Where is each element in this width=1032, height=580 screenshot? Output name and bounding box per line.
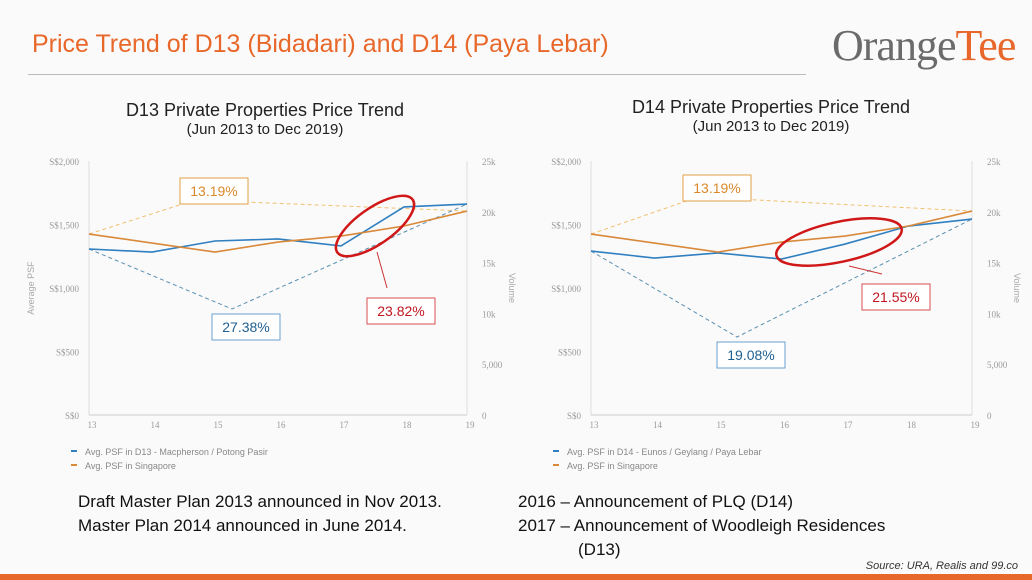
y2-tick-label: 10k (987, 309, 1001, 319)
y-tick-label: S$500 (56, 348, 80, 358)
y2-tick-label: 0 (482, 411, 487, 421)
y-tick-label: S$2,000 (49, 157, 79, 167)
note: (D13) (578, 540, 621, 559)
y-axis-label: Average PSF (26, 261, 36, 315)
legend-label: Avg. PSF in D13 - Macpherson / Potong Pa… (85, 447, 268, 457)
y2-tick-label: 10k (482, 309, 496, 319)
legend-label: Avg. PSF in Singapore (85, 461, 176, 471)
sg-annotation-label: 13.19% (190, 183, 237, 199)
sg-annotation-box (179, 177, 249, 205)
note: Draft Master Plan 2013 announced in Nov … (78, 492, 442, 511)
x-tick-label: 17 (844, 420, 854, 430)
highlight-ellipse (775, 217, 903, 267)
y-tick-label: S$1,500 (551, 221, 581, 231)
chart-title: D13 Private Properties Price Trend (125, 100, 405, 120)
y2-tick-label: 20k (482, 208, 496, 218)
y2-tick-label: 5,000 (987, 360, 1008, 370)
district-annotation-box (716, 341, 786, 369)
x-tick-label: 19 (971, 420, 981, 430)
highlight-annotation-label: 21.55% (872, 289, 919, 305)
y-tick-label: S$2,000 (551, 157, 581, 167)
district-guide-line (590, 218, 973, 338)
x-tick-label: 16 (780, 420, 790, 430)
y-tick-label: S$0 (567, 411, 582, 421)
x-tick-label: 14 (151, 420, 161, 430)
district-annotation-label: 27.38% (222, 319, 269, 335)
y2-tick-label: 15k (987, 259, 1001, 269)
x-tick-label: 19 (466, 420, 476, 430)
chart-title: D14 Private Properties Price Trend (631, 97, 911, 117)
orangetee-logo: OrangeTee (832, 21, 1016, 70)
district-annotation-box (211, 313, 281, 341)
sg-annotation-label: 13.19% (693, 180, 740, 196)
highlight-annotation-box (861, 283, 931, 311)
slide-title: Price Trend of D13 (Bidadari) and D14 (P… (32, 30, 609, 58)
sg-guide-line (88, 199, 468, 235)
footer-bar (0, 574, 1032, 580)
chart-subtitle: (Jun 2013 to Dec 2019) (692, 118, 850, 135)
y2-tick-label: 15k (482, 259, 496, 269)
y2-tick-label: 20k (987, 208, 1001, 218)
title-divider (28, 74, 806, 75)
note: Master Plan 2014 announced in June 2014. (78, 516, 407, 535)
y-tick-label: S$0 (65, 411, 80, 421)
y2-tick-label: 25k (987, 157, 1001, 167)
district-annotation-label: 19.08% (727, 347, 774, 363)
x-tick-label: 17 (340, 420, 350, 430)
y2-tick-label: 0 (987, 411, 992, 421)
highlight-arrow (848, 265, 883, 275)
left-notes: Draft Master Plan 2013 announced in Nov … (78, 490, 442, 538)
highlight-ellipse (334, 194, 416, 258)
legend-label: Avg. PSF in Singapore (567, 461, 658, 471)
y2-axis-label: Volume (1012, 273, 1022, 303)
x-tick-label: 13 (590, 420, 600, 430)
x-tick-label: 18 (403, 420, 413, 430)
highlight-arrow (376, 251, 388, 289)
district-psf-line (88, 203, 468, 253)
x-tick-label: 14 (653, 420, 663, 430)
x-tick-label: 13 (88, 420, 98, 430)
y-tick-label: S$500 (558, 348, 582, 358)
y2-axis-label: Volume (507, 273, 517, 303)
highlight-annotation-label: 23.82% (377, 303, 424, 319)
y-tick-label: S$1,000 (49, 284, 79, 294)
singapore-psf-line (590, 210, 973, 253)
sg-guide-line (590, 196, 973, 235)
district-guide-line (88, 203, 468, 310)
y-tick-label: S$1,500 (49, 221, 79, 231)
x-tick-label: 15 (214, 420, 224, 430)
y-tick-label: S$1,000 (551, 284, 581, 294)
source-note: Source: URA, Realis and 99.co (865, 560, 1018, 572)
legend-label: Avg. PSF in D14 - Eunos / Geylang / Paya… (567, 447, 761, 457)
x-tick-label: 18 (907, 420, 917, 430)
x-tick-label: 16 (277, 420, 287, 430)
sg-annotation-box (682, 174, 752, 202)
d14-chart-title: D14 Private Properties Price Trend (Jun … (596, 97, 946, 135)
y2-tick-label: 5,000 (482, 360, 503, 370)
chart-subtitle: (Jun 2013 to Dec 2019) (186, 121, 344, 138)
note: 2017 – Announcement of Woodleigh Residen… (518, 516, 886, 535)
note: 2016 – Announcement of PLQ (D14) (518, 492, 794, 511)
d13-chart-title: D13 Private Properties Price Trend (Jun … (90, 100, 440, 138)
right-notes: 2016 – Announcement of PLQ (D14) 2017 – … (518, 490, 885, 562)
y2-tick-label: 25k (482, 157, 496, 167)
highlight-annotation-box (366, 297, 436, 325)
x-tick-label: 15 (717, 420, 727, 430)
